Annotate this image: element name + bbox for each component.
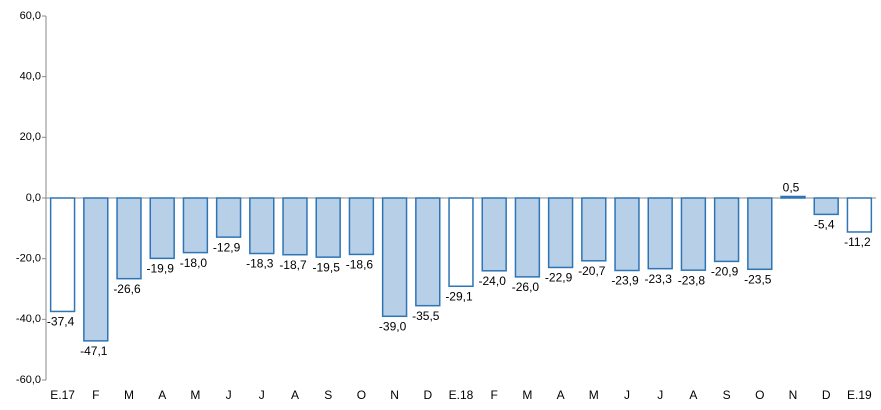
y-tick-label: -40,0 [16, 313, 41, 325]
value-label: -5,4 [814, 218, 835, 232]
x-tick-label: O [357, 388, 366, 402]
x-tick-label: A [291, 388, 299, 402]
x-tick-label: F [92, 388, 99, 402]
bar [547, 197, 574, 269]
x-tick-label: E.19 [847, 388, 872, 402]
x-tick-label: A [689, 388, 697, 402]
value-label: -18,0 [180, 256, 208, 270]
bar [182, 197, 209, 254]
x-tick-label: J [624, 388, 630, 402]
value-label: -12,9 [213, 240, 241, 254]
value-label: -26,0 [512, 280, 540, 294]
x-tick-label: A [557, 388, 565, 402]
value-label: 0,5 [783, 181, 800, 195]
value-label: -18,7 [279, 258, 307, 272]
value-label: -37,4 [47, 315, 75, 329]
value-label: -39,0 [379, 319, 407, 333]
x-tick-label: S [723, 388, 731, 402]
x-tick-label: J [226, 388, 232, 402]
bar [581, 197, 607, 262]
y-tick-label: 40,0 [20, 71, 41, 83]
value-label: -20,9 [711, 265, 739, 279]
x-tick-label: D [423, 388, 432, 402]
x-tick-label: A [158, 388, 166, 402]
value-label: -18,6 [346, 258, 374, 272]
bar [49, 197, 76, 313]
value-label: -11,2 [844, 235, 871, 249]
bar [282, 197, 308, 256]
value-label: -29,1 [445, 289, 473, 303]
x-tick-label: J [657, 388, 663, 402]
x-tick-label: N [789, 388, 798, 402]
bar [747, 197, 773, 271]
y-tick-label: 0,0 [26, 192, 41, 204]
y-tick-label: -60,0 [16, 374, 41, 386]
value-label: -23,9 [611, 274, 639, 288]
bar [215, 197, 242, 238]
x-tick-label: E.17 [50, 388, 75, 402]
bar [481, 197, 507, 272]
bar [315, 197, 341, 258]
bar [647, 197, 673, 270]
value-label: -19,5 [313, 260, 341, 274]
bar [415, 197, 441, 307]
bar [846, 197, 873, 233]
value-label: -35,5 [412, 309, 440, 323]
y-tick-label: 20,0 [20, 131, 41, 143]
bar [149, 197, 175, 260]
y-tick-label: 60,0 [20, 10, 41, 22]
value-label: -23,3 [645, 272, 673, 286]
value-label: -26,6 [113, 282, 141, 296]
bar [813, 197, 839, 216]
bar [614, 197, 640, 272]
x-tick-label: J [259, 388, 265, 402]
x-tick-label: N [390, 388, 399, 402]
x-tick-label: D [822, 388, 831, 402]
bar [448, 197, 474, 288]
bar [514, 197, 541, 278]
x-tick-label: E.18 [449, 388, 474, 402]
value-label: -22,9 [545, 271, 573, 285]
x-tick-label: M [522, 388, 532, 402]
value-label: -23,8 [678, 273, 706, 287]
x-tick-label: F [491, 388, 498, 402]
bar [680, 197, 707, 271]
y-tick-label: -20,0 [16, 253, 41, 265]
value-label: -20,7 [578, 264, 606, 278]
bar [116, 197, 142, 280]
bar [780, 195, 806, 199]
bar [249, 197, 275, 255]
value-label: -23,5 [744, 272, 772, 286]
x-tick-label: M [124, 388, 134, 402]
bar [381, 197, 408, 318]
bar [83, 197, 109, 342]
x-tick-label: S [324, 388, 332, 402]
value-label: -19,9 [147, 262, 175, 276]
value-label: -24,0 [479, 274, 507, 288]
x-tick-label: M [190, 388, 200, 402]
x-tick-label: O [755, 388, 764, 402]
bar [713, 197, 740, 263]
value-label: -18,3 [246, 257, 274, 271]
bar [348, 197, 375, 256]
x-tick-label: M [589, 388, 599, 402]
value-label: -47,1 [80, 344, 108, 358]
